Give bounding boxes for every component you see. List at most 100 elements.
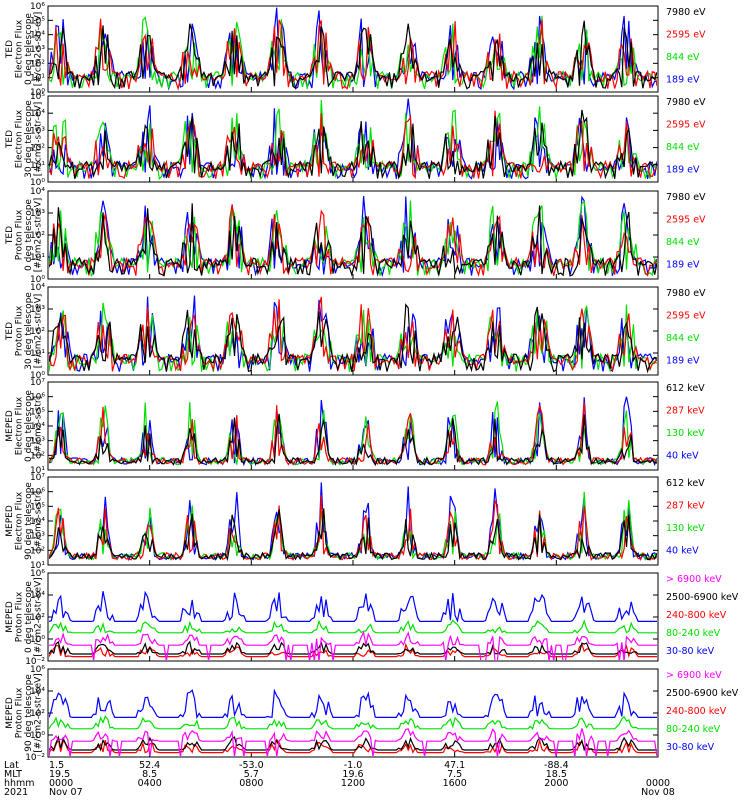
legend-entry: 287 keV xyxy=(666,501,705,512)
y-axis-label-line: MEPED xyxy=(5,697,15,729)
trace-group xyxy=(49,98,657,180)
x-tick-mlt: 19.6 xyxy=(342,769,363,780)
legend-entry: 844 eV xyxy=(666,142,700,153)
x-tick-hhmm: 2000 xyxy=(544,778,568,789)
y-tick-label: 10⁰ xyxy=(30,275,45,285)
legend-entry: 7980 eV xyxy=(666,7,706,18)
y-axis-label: TEDElectron Flux30 deg telescope[#/cm2-s… xyxy=(5,100,44,178)
y-axis-label-line: [#/cm2-s-str-eV] xyxy=(34,12,44,87)
legend-entry: 240-800 keV xyxy=(666,706,727,717)
y-axis-label-line: Proton Flux xyxy=(15,687,25,738)
series-line xyxy=(49,508,657,562)
y-tick-label: 10¹ xyxy=(30,466,45,476)
x-tick-lat: 1.5 xyxy=(49,760,64,771)
y-tick-label: 10⁰ xyxy=(30,88,45,98)
y-tick-label: 10⁻² xyxy=(25,657,45,667)
y-axis-label-line: 30 deg telescope xyxy=(24,292,34,370)
x-tick-hhmm: 0800 xyxy=(239,778,263,789)
y-tick-label: 10¹ xyxy=(30,253,45,263)
x-tick-date: Nov 07 xyxy=(49,787,83,798)
x-tick-lat: -53.0 xyxy=(239,760,264,771)
y-tick-label: 10⁰ xyxy=(30,178,45,188)
y-axis-label-line: 0 deg telescope xyxy=(24,13,34,85)
y-tick-label: 10¹ xyxy=(30,74,45,84)
y-axis-label-line: TED xyxy=(5,226,15,245)
y-axis-label-line: Proton Flux xyxy=(15,591,25,642)
legend-entry: 189 eV xyxy=(666,75,700,86)
legend-entry: > 6900 keV xyxy=(666,670,722,681)
x-tick-mlt: 19.5 xyxy=(49,769,70,780)
y-axis-label-line: 0 deg telescope xyxy=(24,581,34,653)
y-axis-label: TEDProton Flux0 deg telescope[#/cm2-s-st… xyxy=(5,198,44,273)
series-line xyxy=(49,728,657,756)
y-axis-label-line: Electron Flux xyxy=(15,491,25,550)
legend-entry: 7980 eV xyxy=(666,97,706,108)
legend-entry: 844 eV xyxy=(666,237,700,248)
y-tick-label: 10² xyxy=(30,613,45,623)
series-line xyxy=(49,688,657,720)
y-tick-label: 10³ xyxy=(30,532,45,542)
y-tick-label: 10⁷ xyxy=(30,378,45,388)
y-axis-label-line: 90 deg telescope xyxy=(24,674,34,752)
y-tick-label: 10³ xyxy=(30,209,45,219)
y-axis-label-line: MEPED xyxy=(5,601,15,633)
x-row-label: 2021 xyxy=(4,787,28,798)
y-tick-label: 10⁴ xyxy=(30,422,45,432)
x-tick-hhmm: 1200 xyxy=(341,778,365,789)
y-tick-label: 10² xyxy=(30,546,45,556)
series-line xyxy=(49,619,657,634)
y-tick-label: 10⁷ xyxy=(30,473,45,483)
y-tick-label: 10² xyxy=(30,144,45,154)
legend-entry: 2500-6900 keV xyxy=(666,688,739,699)
legend-entry: 844 eV xyxy=(666,52,700,63)
y-axis-label-line: Electron Flux xyxy=(15,19,25,78)
y-tick-label: 10⁻² xyxy=(25,753,45,763)
y-tick-label: 10⁴ xyxy=(30,109,45,119)
y-axis-label: MEPEDProton Flux90 deg telescope[#/cm2-s… xyxy=(5,673,44,752)
y-tick-label: 10² xyxy=(30,59,45,69)
y-axis-label-line: TED xyxy=(5,40,15,59)
series-line xyxy=(49,109,657,180)
x-tick-hhmm: 0400 xyxy=(138,778,162,789)
y-tick-label: 10³ xyxy=(30,305,45,315)
series-line xyxy=(49,7,657,91)
trace-group xyxy=(49,482,657,562)
y-tick-label: 10¹ xyxy=(30,349,45,359)
x-tick-mlt: 18.5 xyxy=(546,769,567,780)
y-axis-label-line: MEPED xyxy=(5,410,15,442)
legend-entry: 7980 eV xyxy=(666,288,706,299)
legend-entry: 130 keV xyxy=(666,428,705,439)
series-line xyxy=(49,99,657,180)
legend-entry: 612 keV xyxy=(666,383,705,394)
legend-entry: 189 eV xyxy=(666,260,700,271)
y-tick-label: 10⁴ xyxy=(30,31,45,41)
y-axis-label: MEPEDElectron Flux90 deg telescope[#/cm2… xyxy=(5,482,44,560)
legend-entry: 240-800 keV xyxy=(666,610,727,621)
legend-entry: 40 keV xyxy=(666,451,699,462)
legend-entry: 2595 eV xyxy=(666,311,706,322)
y-axis-label-line: [#/cm2-s-str-eV] xyxy=(34,102,44,177)
trace-group xyxy=(49,295,657,374)
x-tick-lat: 52.4 xyxy=(139,760,160,771)
series-line xyxy=(49,630,657,660)
y-tick-label: 10⁵ xyxy=(30,16,45,26)
y-tick-label: 10⁰ xyxy=(30,731,45,741)
y-tick-label: 10⁶ xyxy=(30,665,45,675)
y-axis-label: TEDElectron Flux0 deg telescope[#/cm2-s-… xyxy=(5,12,44,87)
y-tick-label: 10⁰ xyxy=(30,635,45,645)
y-axis-label-line: [#/cm2-s-str-eV] xyxy=(34,294,44,369)
y-axis-label-line: 90 deg telescope xyxy=(24,482,34,560)
y-tick-label: 10¹ xyxy=(30,561,45,571)
x-tick-date: Nov 08 xyxy=(641,787,675,798)
legend-entry: 2500-6900 keV xyxy=(666,592,739,603)
series-line xyxy=(49,204,657,278)
x-tick-mlt: 5.7 xyxy=(244,769,259,780)
y-tick-label: 10² xyxy=(30,451,45,461)
y-axis-label-line: Electron Flux xyxy=(15,109,25,168)
